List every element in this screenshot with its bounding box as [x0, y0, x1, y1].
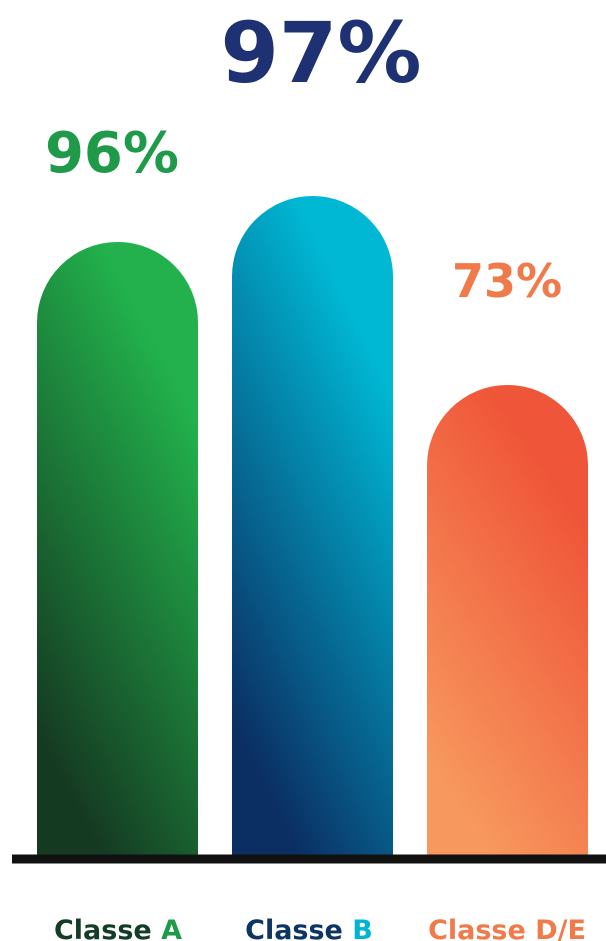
category-labels-group: Classe A Classe B Classe D/E	[54, 915, 586, 941]
value-label-classe-b: 97%	[220, 4, 421, 102]
value-label-classe-a: 96%	[45, 121, 179, 186]
category-label-classe-a: Classe A	[54, 915, 182, 941]
value-label-classe-d-e: 73%	[452, 254, 562, 308]
category-label-classe-d-e: Classe D/E	[428, 915, 586, 941]
category-label-classe-b: Classe B	[245, 915, 373, 941]
bar-classe-a	[37, 242, 198, 855]
bar-classe-b	[232, 196, 393, 855]
bar-classe-d-e	[427, 385, 588, 855]
